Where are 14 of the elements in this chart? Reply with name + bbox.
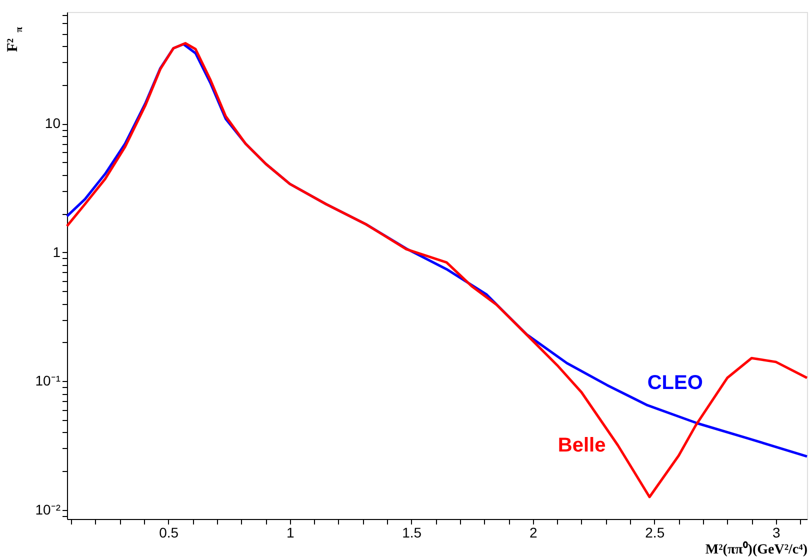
series-label: Belle (558, 434, 606, 456)
y-axis-title: F²π (5, 26, 25, 52)
y-tick-label: 10 (44, 115, 61, 132)
x-tick-label: 2.5 (645, 524, 665, 540)
series-label: CLEO (647, 372, 703, 394)
x-tick-label: 3 (772, 524, 780, 540)
x-tick-label: 1.5 (402, 524, 422, 540)
x-tick-label: 0.5 (159, 524, 179, 540)
x-tick-label: 2 (529, 524, 538, 540)
x-axis-title: M²(ππ⁰)(GeV²/c⁴) (705, 540, 808, 558)
y-tick-label: 10⁻¹ (35, 372, 61, 389)
x-tick-label: 1 (286, 524, 294, 540)
y-tick-label: 10⁻² (35, 501, 61, 518)
y-tick-label: 1 (52, 244, 61, 260)
